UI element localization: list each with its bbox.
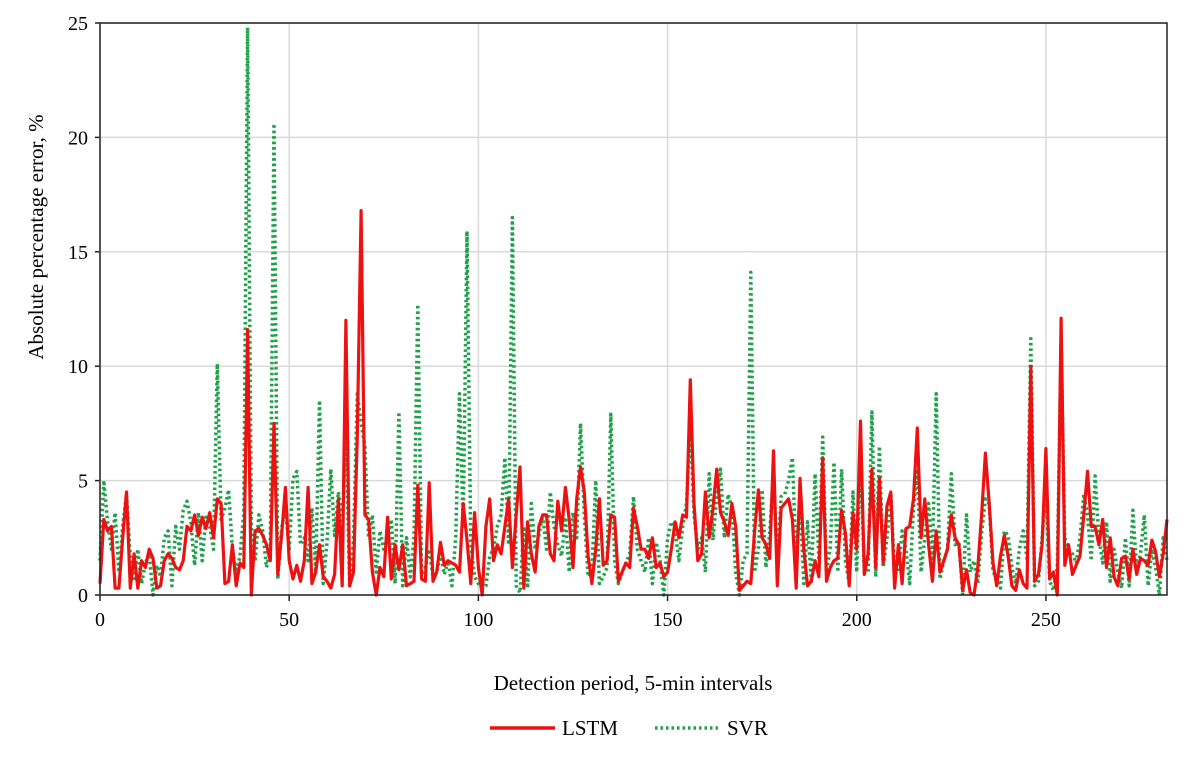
x-tick-label: 250 [1031,609,1061,631]
y-tick-label: 20 [68,127,88,149]
x-axis-label: Detection period, 5-min intervals [494,671,773,695]
y-tick-label: 10 [68,356,88,378]
y-tick-label: 15 [68,242,88,264]
x-tick-label: 200 [842,609,872,631]
series-group [98,25,1169,597]
x-tick-label: 100 [463,609,493,631]
x-tick-label: 0 [95,609,105,631]
x-tick-label: 50 [279,609,299,631]
y-axis-label: Absolute percentage error, % [24,114,48,359]
y-tick-labels: 0 5 10 15 20 25 [68,13,88,607]
y-tick-label: 25 [68,13,88,35]
legend-svr-label: SVR [727,716,768,740]
legend-lstm-label: LSTM [562,716,618,740]
plot-frame [99,22,1168,596]
series-line-lstm [98,209,1169,597]
legend: LSTM SVR [490,716,768,740]
x-tick-labels: 0 50 100 150 200 250 [95,609,1061,631]
x-tick-label: 150 [653,609,683,631]
y-tick-label: 0 [78,585,88,607]
y-tick-label: 5 [78,471,88,493]
